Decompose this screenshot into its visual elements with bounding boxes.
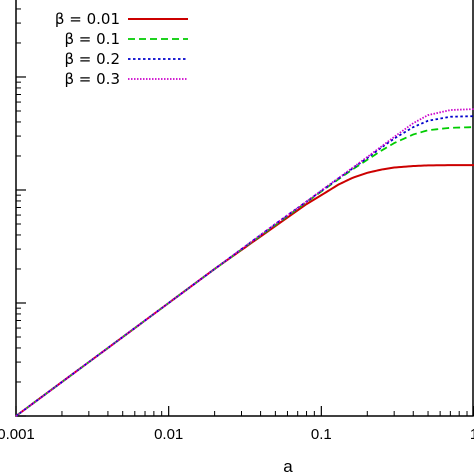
x-tick-label: 0.001: [0, 426, 35, 443]
legend: β = 0.01 β = 0.1 β = 0.2 β = 0.3: [55, 10, 188, 88]
legend-label-3: β = 0.2: [64, 50, 120, 68]
y-axis-ticks: [16, 8, 26, 417]
x-axis-ticks: 0.001 0.01 0.1 1: [0, 406, 474, 443]
x-tick-label: 0.1: [311, 426, 332, 443]
legend-label-1: β = 0.01: [55, 10, 120, 28]
series-line-4: [15, 108, 474, 417]
legend-label-2: β = 0.1: [64, 30, 120, 48]
series-lines: [15, 108, 474, 417]
x-tick-label: 0.01: [154, 426, 183, 443]
series-line-2: [15, 126, 474, 417]
series-line-1: [15, 164, 474, 417]
series-line-3: [15, 115, 474, 417]
legend-label-4: β = 0.3: [64, 70, 120, 88]
x-axis-label: a: [283, 457, 293, 474]
x-tick-label: 1: [470, 426, 474, 443]
